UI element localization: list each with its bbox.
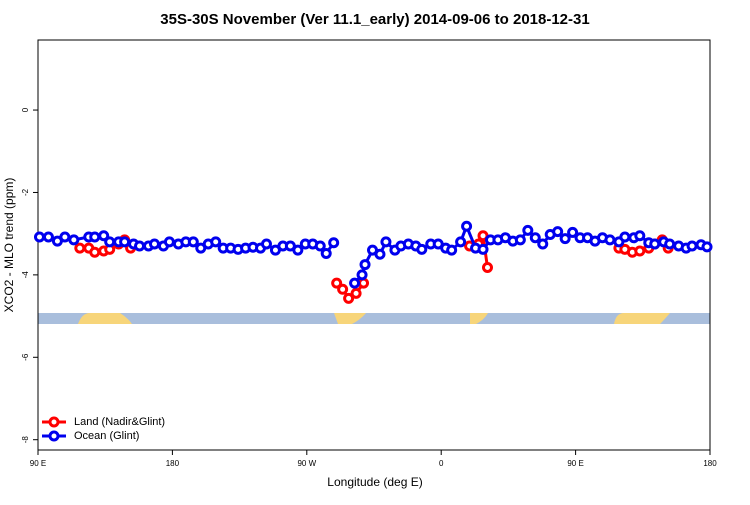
- data-point: [134, 240, 146, 252]
- data-point: [328, 237, 340, 249]
- data-point: [380, 236, 392, 248]
- data-point: [416, 243, 428, 255]
- map-strip: [38, 313, 710, 324]
- x-tick-label: 180: [166, 459, 180, 468]
- y-tick-label: -6: [21, 353, 30, 361]
- data-point: [619, 231, 631, 243]
- data-point: [446, 244, 458, 256]
- data-point: [567, 226, 579, 238]
- data-point: [74, 242, 86, 254]
- data-point: [634, 245, 646, 257]
- data-point: [163, 236, 175, 248]
- data-point: [649, 238, 661, 250]
- data-point: [529, 232, 541, 244]
- x-tick-label: 90 E: [30, 459, 46, 468]
- data-point: [148, 238, 160, 250]
- x-tick-label: 90 W: [297, 459, 316, 468]
- data-point: [701, 241, 713, 253]
- data-point: [104, 236, 116, 248]
- data-point: [98, 230, 110, 242]
- y-tick-label: -4: [21, 271, 30, 279]
- data-point: [187, 236, 199, 248]
- data-point: [33, 231, 45, 243]
- data-point: [356, 269, 368, 281]
- x-tick-label: 180: [703, 459, 717, 468]
- data-point: [320, 247, 332, 259]
- data-point: [42, 231, 54, 243]
- y-tick-label: -2: [21, 188, 30, 196]
- data-point: [481, 261, 493, 273]
- data-point: [559, 233, 571, 245]
- data-point: [552, 226, 564, 238]
- data-point: [514, 234, 526, 246]
- data-point: [314, 240, 326, 252]
- data-point: [634, 230, 646, 242]
- x-tick-label: 0: [439, 459, 444, 468]
- data-point: [119, 236, 131, 248]
- ocean-strip: [38, 313, 710, 324]
- data-point: [664, 238, 676, 250]
- x-tick-label: 90 E: [567, 459, 583, 468]
- data-point: [337, 283, 349, 295]
- legend-marker: [48, 416, 60, 428]
- data-point: [358, 277, 370, 289]
- data-point: [89, 246, 101, 258]
- data-point: [537, 238, 549, 250]
- x-axis-label: Longitude (deg E): [327, 475, 422, 489]
- data-point: [455, 236, 467, 248]
- data-point: [349, 277, 361, 289]
- y-tick-label: 0: [21, 107, 30, 112]
- land-strip: [614, 313, 670, 324]
- data-point: [359, 259, 371, 271]
- y-tick-label: -8: [21, 436, 30, 444]
- data-point: [604, 234, 616, 246]
- legend-label: Ocean (Glint): [74, 430, 139, 442]
- data-point: [59, 231, 71, 243]
- data-point: [68, 234, 80, 246]
- data-point: [686, 240, 698, 252]
- land-strip: [78, 313, 132, 324]
- legend-marker: [48, 430, 60, 442]
- data-point: [477, 243, 489, 255]
- data-point: [210, 236, 222, 248]
- land-strip: [334, 313, 366, 324]
- data-point: [522, 224, 534, 236]
- legend-label: Land (Nadir&Glint): [74, 416, 165, 428]
- data-point: [374, 248, 386, 260]
- land-strip: [470, 313, 488, 324]
- y-axis-label: XCO2 - MLO trend (ppm): [2, 178, 16, 313]
- data-point: [350, 287, 362, 299]
- data-point: [89, 231, 101, 243]
- data-point: [331, 277, 343, 289]
- data-point: [292, 244, 304, 256]
- data-point: [343, 292, 355, 304]
- data-point: [260, 238, 272, 250]
- chart-title: 35S-30S November (Ver 11.1_early) 2014-0…: [160, 11, 589, 28]
- data-point: [461, 220, 473, 232]
